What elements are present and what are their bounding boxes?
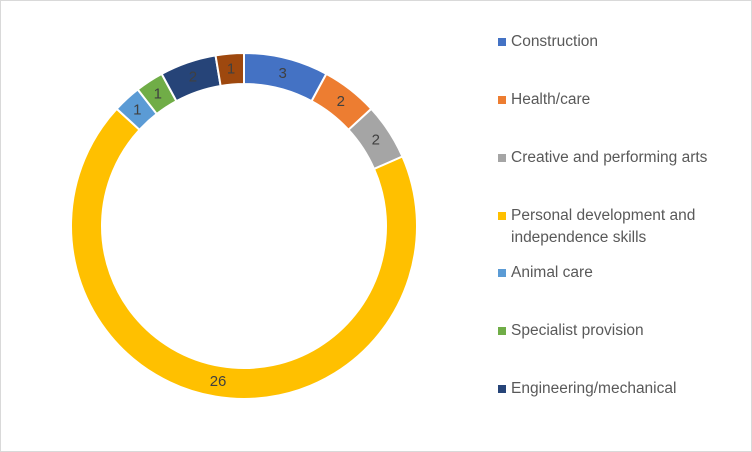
legend-swatch-icon — [498, 327, 506, 335]
legend-item-2: Creative and performing arts — [498, 147, 731, 169]
legend-label: Animal care — [511, 264, 593, 281]
data-label-7: 1 — [227, 61, 235, 78]
data-label-1: 2 — [337, 93, 345, 110]
legend-item-4: Animal care — [498, 262, 731, 284]
donut-slice-3 — [70, 107, 418, 400]
data-label-6: 2 — [189, 69, 197, 86]
data-label-5: 1 — [154, 86, 162, 103]
legend-item-0: Construction — [498, 31, 731, 53]
donut-slices — [70, 51, 418, 400]
data-label-2: 2 — [372, 131, 380, 148]
legend-item-5: Specialist provision — [498, 320, 731, 342]
data-label-3: 26 — [210, 373, 227, 390]
legend-label: Creative and performing arts — [511, 149, 708, 166]
donut-slice-7 — [214, 51, 245, 88]
legend-item-3: Personal development and independence sk… — [498, 205, 731, 249]
legend-item-6: Engineering/mechanical — [498, 378, 731, 400]
legend-swatch-icon — [498, 212, 506, 220]
legend-label: Construction — [511, 33, 599, 50]
data-label-4: 1 — [133, 102, 141, 119]
legend-label: Engineering/mechanical — [511, 380, 677, 397]
data-label-0: 3 — [278, 65, 286, 82]
legend-swatch-icon — [498, 269, 506, 277]
legend-swatch-icon — [498, 154, 506, 162]
legend-swatch-icon — [498, 385, 506, 393]
legend-swatch-icon — [498, 38, 506, 46]
legend-swatch-icon — [498, 96, 506, 104]
legend-item-1: Health/care — [498, 89, 731, 111]
legend-label: Personal development and independence sk… — [511, 207, 696, 246]
legend-label: Health/care — [511, 91, 591, 108]
legend-label: Specialist provision — [511, 322, 644, 339]
